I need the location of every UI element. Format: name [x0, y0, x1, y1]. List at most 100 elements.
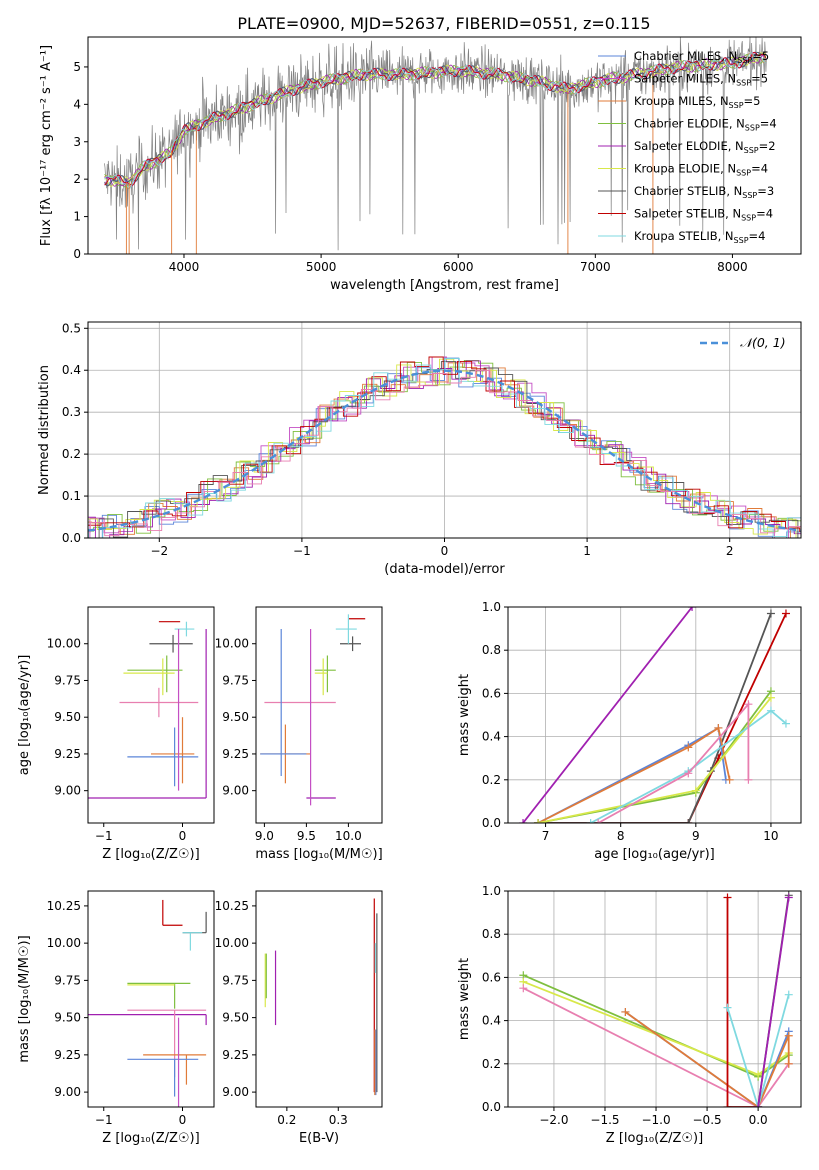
- x-tick-label: 2: [726, 544, 734, 558]
- y-tick-label: 9.50: [54, 710, 81, 724]
- axes-frame: [87, 890, 215, 1108]
- legend-label: Kroupa MILES, NSSP=5: [634, 94, 760, 110]
- weight-line: [522, 607, 693, 823]
- x-axis-label: Z [log₁₀(Z/Z☉)]: [102, 847, 199, 862]
- y-tick-label: 9.75: [54, 973, 81, 987]
- y-tick-label: 0.8: [482, 927, 501, 941]
- legend-label: Salpeter ELODIE, NSSP=2: [634, 139, 776, 155]
- weight-marker: [784, 893, 793, 902]
- y-axis-label: Flux [fλ 10⁻¹⁷ erg cm⁻² s⁻¹ A⁻¹]: [39, 45, 54, 246]
- legend-nssp: =3: [757, 184, 774, 198]
- x-tick-label: −1.0: [641, 1113, 670, 1127]
- y-tick-label: 10.00: [47, 637, 81, 651]
- legend-sub: SSP: [741, 214, 756, 223]
- legend-nssp: =5: [744, 94, 761, 108]
- x-tick-label: 7000: [580, 260, 611, 274]
- chart-mass_vs_ebv: 0.2 0.3 9.00 9.25 9.50 9.75 10.00 10.25 E(B-V): [215, 890, 383, 1146]
- weight-marker: [688, 607, 697, 611]
- x-tick-label: −1: [293, 544, 311, 558]
- weight-marker: [766, 693, 775, 702]
- axes-frame: [507, 890, 802, 1108]
- x-tick-label: 10: [763, 829, 778, 843]
- x-tick-label: 1: [583, 544, 591, 558]
- weight-line: [624, 1011, 790, 1107]
- x-tick-label: 0.3: [329, 1113, 348, 1127]
- weight-marker: [725, 775, 734, 784]
- legend-nssp: =5: [751, 72, 768, 86]
- y-tick-label: 9.75: [222, 973, 249, 987]
- legend-sub: SSP: [736, 79, 751, 88]
- weight-line: [597, 701, 750, 823]
- weight-marker: [534, 819, 543, 823]
- spectrum-model-line: [104, 52, 766, 189]
- axes-frame: [507, 606, 802, 824]
- y-tick-label: 9.00: [222, 1085, 249, 1099]
- y-tick-label: 9.25: [54, 747, 81, 761]
- legend-label: Chabrier STELIB, NSSP=3: [634, 184, 774, 200]
- y-tick-label: 0.4: [482, 730, 501, 744]
- x-tick-label: 9.0: [255, 829, 274, 843]
- y-tick-label: 9.75: [54, 673, 81, 687]
- y-axis-label: mass weight: [457, 674, 472, 756]
- x-tick-label: −2: [150, 544, 168, 558]
- legend-label: Chabrier MILES, NSSP=5: [634, 49, 769, 65]
- y-tick-label: 0.0: [482, 816, 501, 830]
- axes-frame: [87, 321, 802, 539]
- chart-age_vs_mass: 9.0 9.5 10.0 9.00 9.25 9.50 9.75 10.00 mass [log…: [215, 606, 383, 862]
- legend-sub: SSP: [745, 124, 760, 133]
- residual-histogram: [88, 369, 801, 537]
- y-tick-label: 0.1: [62, 489, 81, 503]
- y-tick-label: 0.6: [482, 686, 501, 700]
- x-tick-label: 8000: [717, 260, 748, 274]
- x-tick-label: 8: [617, 829, 625, 843]
- y-tick-label: 9.50: [54, 1011, 81, 1025]
- x-tick-label: 9: [692, 829, 700, 843]
- chart-weight_vs_age: 7 8 9 10 0.0 0.2 0.4 0.6 0.8 1.0 age [log₁₀(age/yr…: [457, 600, 802, 862]
- x-tick-label: 0.2: [277, 1113, 296, 1127]
- y-tick-label: 0.0: [62, 531, 81, 545]
- legend-sub: SSP: [737, 56, 752, 65]
- axes-frame: [255, 890, 383, 1108]
- weight-marker: [784, 990, 793, 999]
- spectrum-data-line: [104, 37, 767, 251]
- weight-marker: [723, 1103, 732, 1107]
- y-tick-label: 9.25: [54, 1048, 81, 1062]
- legend-label: Salpeter MILES, NSSP=5: [634, 72, 768, 88]
- y-tick-label: 1.0: [482, 884, 501, 898]
- y-tick-label: 9.25: [222, 1048, 249, 1062]
- legend-nssp: =4: [756, 207, 773, 221]
- y-tick-label: 5: [73, 60, 81, 74]
- weight-marker: [723, 893, 732, 902]
- y-tick-label: 10.00: [47, 936, 81, 950]
- axes-frame: [87, 36, 802, 255]
- legend-nssp: =4: [760, 117, 777, 131]
- y-tick-label: 0.4: [482, 1014, 501, 1028]
- residual-histogram: [88, 361, 801, 538]
- y-tick-label: 2: [73, 172, 81, 186]
- weight-marker: [781, 609, 790, 618]
- x-tick-label: −2.0: [539, 1113, 568, 1127]
- legend-label: Salpeter STELIB, NSSP=4: [634, 207, 773, 223]
- y-tick-label: 0: [73, 247, 81, 261]
- x-axis-label: wavelength [Angstrom, rest frame]: [330, 278, 559, 293]
- y-tick-label: 0.6: [482, 970, 501, 984]
- weight-marker: [714, 723, 723, 732]
- weight-marker: [766, 609, 775, 618]
- y-tick-label: 4: [73, 97, 81, 111]
- weight-line: [522, 987, 790, 1107]
- legend-nssp: =2: [759, 139, 776, 153]
- chart-weight_vs_Z: −2.0 −1.5 −1.0 −0.5 0.0 0.0 0.2 0.4 0.6 0.8 1.0 Z […: [457, 884, 802, 1146]
- y-tick-label: 9.00: [54, 1085, 81, 1099]
- y-tick-label: 9.00: [54, 784, 81, 798]
- x-tick-label: 7: [542, 829, 550, 843]
- y-axis-label: age [log₁₀(age/yr)]: [17, 655, 32, 776]
- x-tick-label: −1: [95, 829, 113, 843]
- x-tick-label: 9.5: [297, 829, 316, 843]
- weight-marker: [691, 786, 700, 795]
- y-tick-label: 10.25: [47, 899, 81, 913]
- y-axis-label: Normed distribution: [37, 365, 52, 495]
- legend-nssp: =5: [752, 49, 769, 63]
- residual-histogram: [88, 358, 801, 538]
